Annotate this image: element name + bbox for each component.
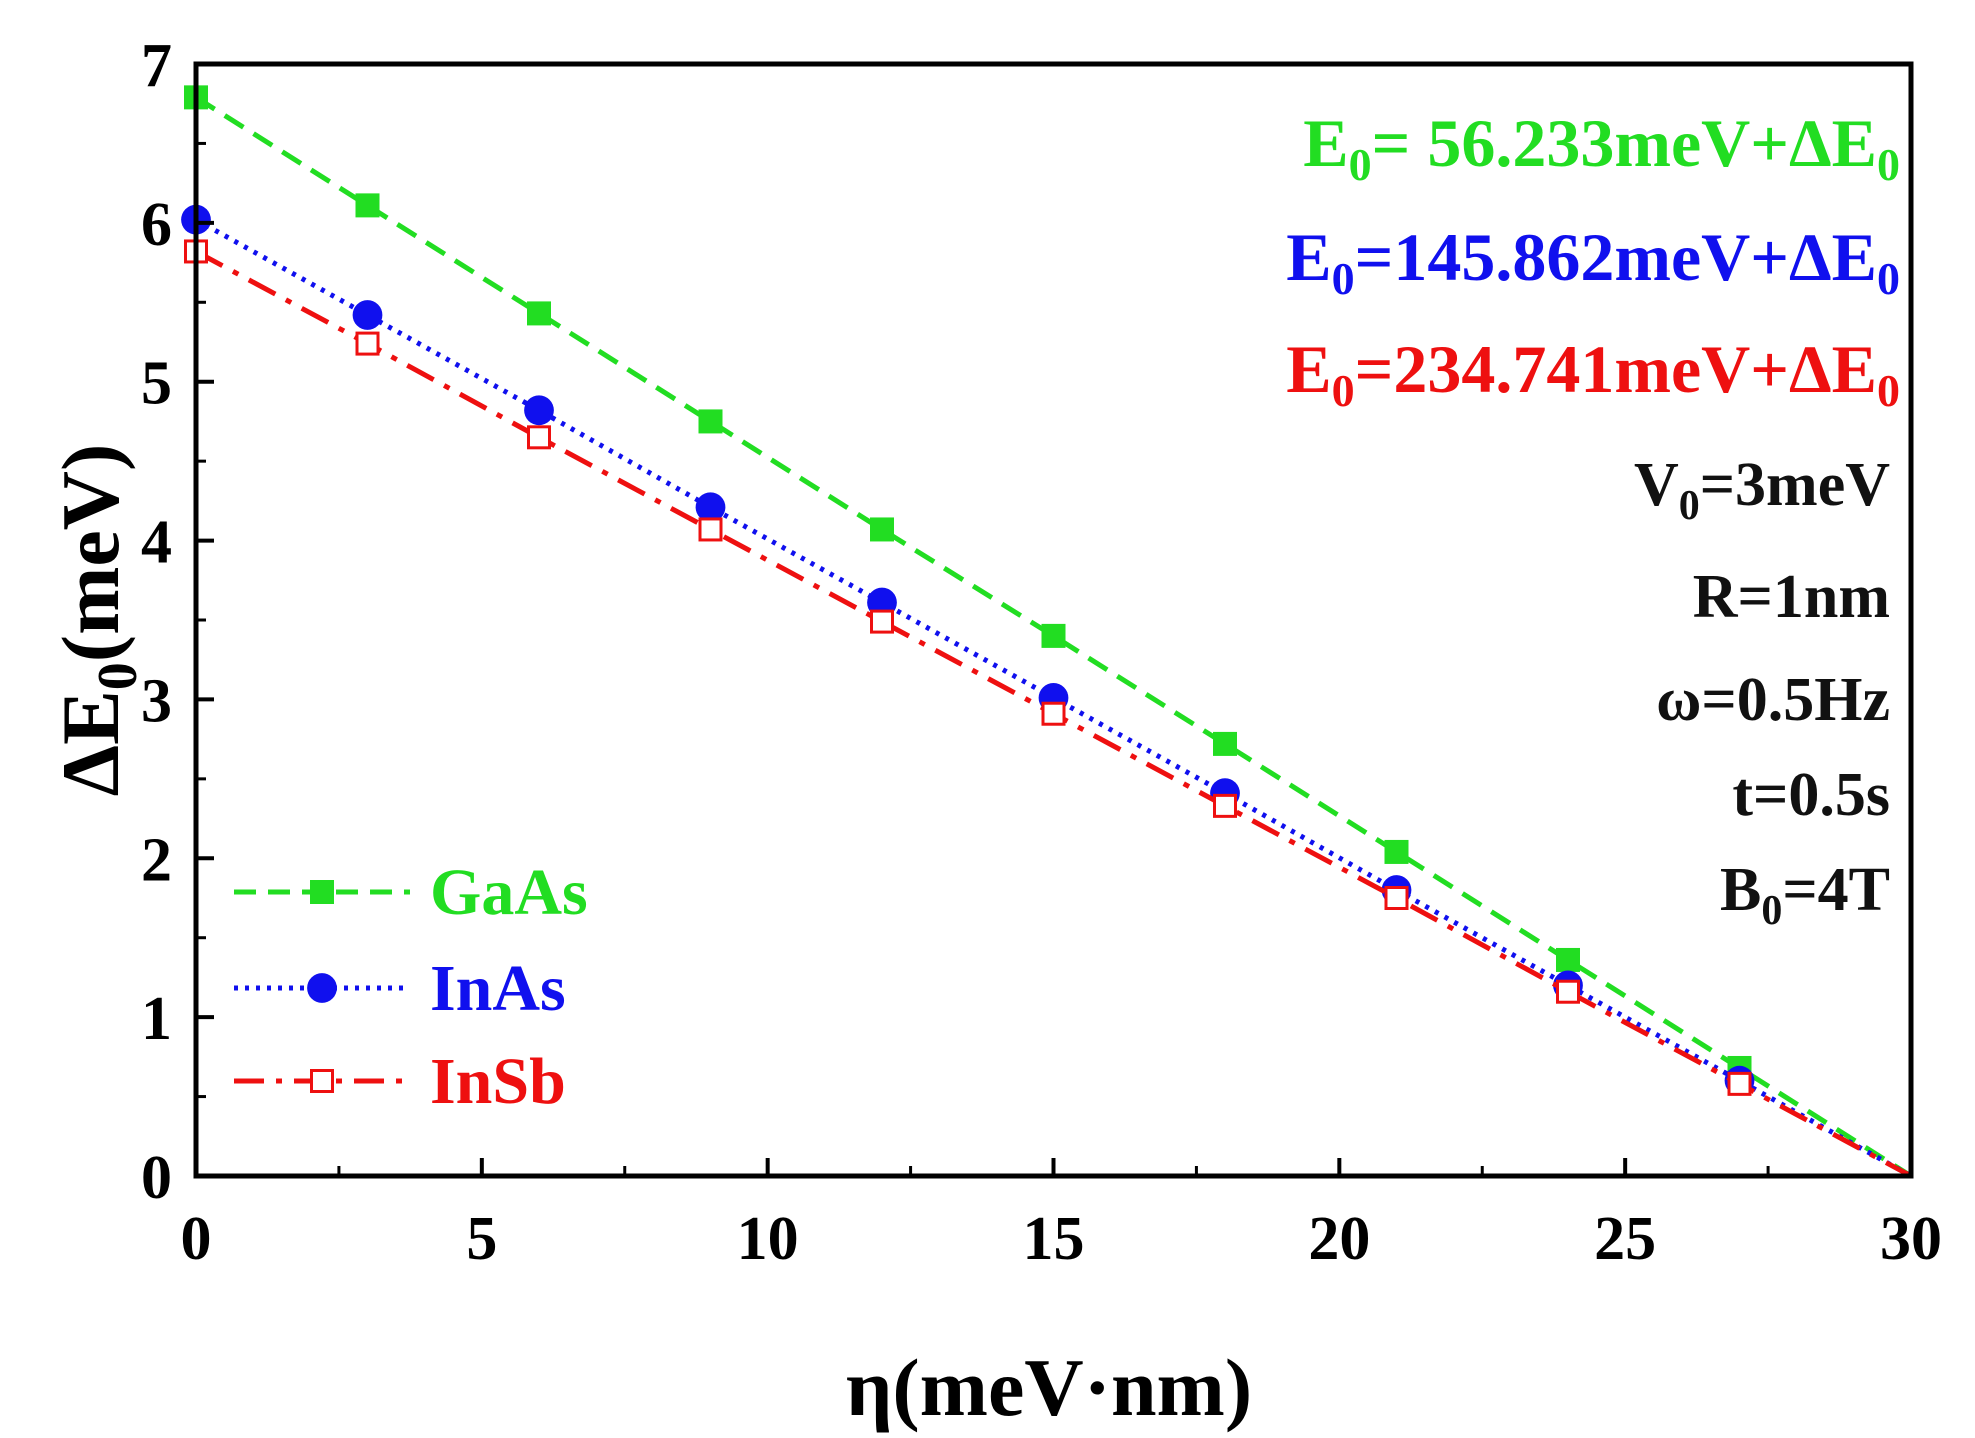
series-layer — [181, 85, 1913, 1179]
x-tick-label: 0 — [181, 1205, 212, 1273]
data-point-insb — [870, 609, 894, 634]
data-point-gaas — [355, 193, 380, 218]
x-tick-label: 20 — [1308, 1205, 1370, 1273]
annotation-text: t=0.5s — [1732, 761, 1890, 829]
data-point-gaas — [870, 517, 894, 542]
y-axis-label-unit: (meV) — [45, 444, 136, 663]
axes-layer: 0 5 10 15 20 25 30 0 1 2 3 4 5 6 7 — [141, 32, 1942, 1273]
data-point-insb — [355, 331, 380, 356]
x-tick-label: 25 — [1594, 1205, 1656, 1273]
data-point-gaas — [527, 301, 551, 326]
data-point-inas — [695, 492, 726, 523]
y-tick-label: 6 — [141, 191, 172, 259]
x-tick-label: 5 — [466, 1205, 497, 1273]
y-axis-label: ΔE0(meV) — [45, 444, 149, 797]
data-point-insb — [1041, 701, 1066, 726]
y-tick-label: 0 — [141, 1144, 172, 1212]
legend-marker-insb — [310, 1069, 334, 1093]
data-point-insb — [1727, 1071, 1752, 1096]
y-axis-label-sub: 0 — [87, 662, 149, 690]
y-tick-label: 2 — [141, 826, 172, 894]
data-point-gaas — [1556, 947, 1580, 972]
data-point-insb — [1384, 886, 1409, 910]
data-point-gaas — [698, 409, 723, 434]
legend-label-gaas: GaAs — [430, 856, 588, 929]
data-point-gaas — [1213, 731, 1237, 756]
annotation-text: ω=0.5Hz — [1656, 666, 1890, 734]
annotations: E0= 56.233meV+ΔE0 E0=145.862meV+ΔE0 E0=234… — [1286, 105, 1900, 934]
legend: GaAs InAs InSb — [234, 856, 588, 1118]
data-point-insb — [698, 517, 723, 542]
annotation-text: E0= 56.233meV+ΔE0 — [1303, 105, 1900, 190]
annotation-text: E0=145.862meV+ΔE0 — [1286, 219, 1900, 304]
data-point-inas — [524, 395, 554, 426]
y-tick-label: 4 — [141, 509, 172, 577]
annotation-text: B0=4T — [1720, 856, 1890, 934]
annotation-text: E0=234.741meV+ΔE0 — [1286, 331, 1900, 416]
legend-label-inas: InAs — [430, 952, 566, 1025]
y-tick-label: 3 — [141, 667, 172, 735]
legend-label-insb: InSb — [430, 1045, 566, 1118]
data-point-insb — [527, 425, 551, 450]
data-point-insb — [1213, 793, 1237, 818]
legend-marker-gaas — [310, 880, 334, 904]
data-point-gaas — [1041, 623, 1066, 648]
annotation-text: V0=3meV — [1634, 451, 1890, 529]
y-tick-label: 1 — [141, 985, 172, 1053]
data-point-insb — [1556, 979, 1580, 1004]
legend-marker-inas — [307, 973, 337, 1003]
data-point-gaas — [1384, 839, 1409, 864]
data-point-inas — [352, 300, 383, 330]
x-tick-label: 15 — [1023, 1205, 1085, 1273]
annotation-text: R=1nm — [1693, 563, 1890, 631]
y-tick-label: 5 — [141, 350, 172, 418]
y-tick-label: 7 — [141, 32, 172, 100]
x-axis-label: η(meV·nm) — [846, 1342, 1252, 1433]
y-axis-label-main: ΔE — [45, 690, 136, 796]
x-tick-label: 30 — [1880, 1205, 1942, 1273]
x-tick-label: 10 — [737, 1205, 799, 1273]
